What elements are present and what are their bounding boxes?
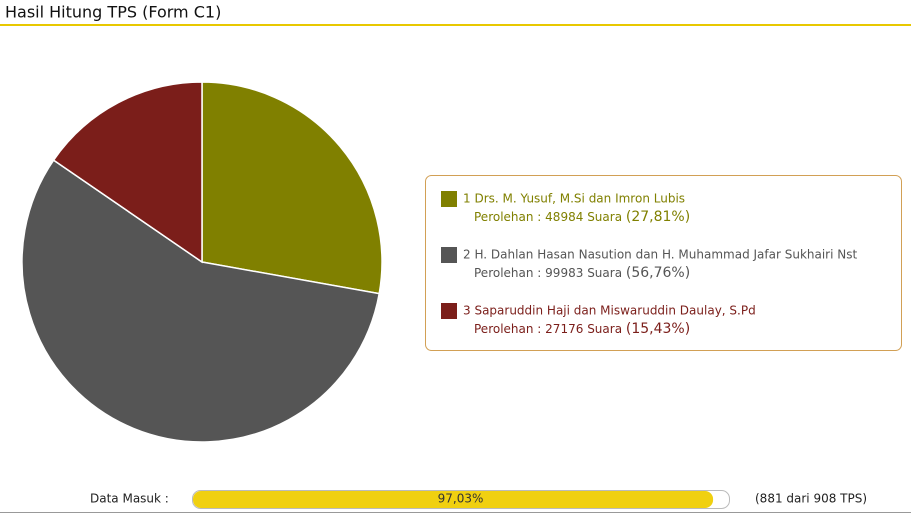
legend-swatch [441,303,457,319]
votes-prefix: Perolehan : [474,210,541,224]
votes-prefix: Perolehan : [474,266,541,280]
legend-label: 1 Drs. M. Yusuf, M.Si dan Imron Lubis [463,192,685,206]
page-title: Hasil Hitung TPS (Form C1) [5,3,221,22]
legend-label: 3 Saparuddin Haji dan Miswaruddin Daulay… [463,304,756,318]
pie-slice [52,81,203,264]
legend-label: 2 H. Dahlan Hasan Nasution dan H. Muhamm… [463,248,857,262]
progress-value: 97,03% [438,492,484,506]
pie-slice [201,81,383,295]
votes-value: 99983 [545,266,583,280]
pie-slice [21,159,381,443]
progress-label: Data Masuk : [90,492,169,506]
votes-percent: (27,81%) [626,209,690,225]
legend-votes: Perolehan : 48984 Suara (27,81%) [474,209,690,225]
legend-votes: Perolehan : 27176 Suara (15,43%) [474,321,690,337]
votes-percent: (15,43%) [626,321,690,337]
votes-percent: (56,76%) [626,265,690,281]
progress-fill [193,491,714,508]
votes-unit: Suara [587,322,622,336]
legend-swatch [441,247,457,263]
votes-unit: Suara [587,210,622,224]
legend-box [425,175,902,351]
votes-unit: Suara [587,266,622,280]
votes-value: 48984 [545,210,583,224]
legend-votes: Perolehan : 99983 Suara (56,76%) [474,265,690,281]
votes-value: 27176 [545,322,583,336]
progress-note: (881 dari 908 TPS) [755,492,867,506]
votes-prefix: Perolehan : [474,322,541,336]
legend-swatch [441,191,457,207]
